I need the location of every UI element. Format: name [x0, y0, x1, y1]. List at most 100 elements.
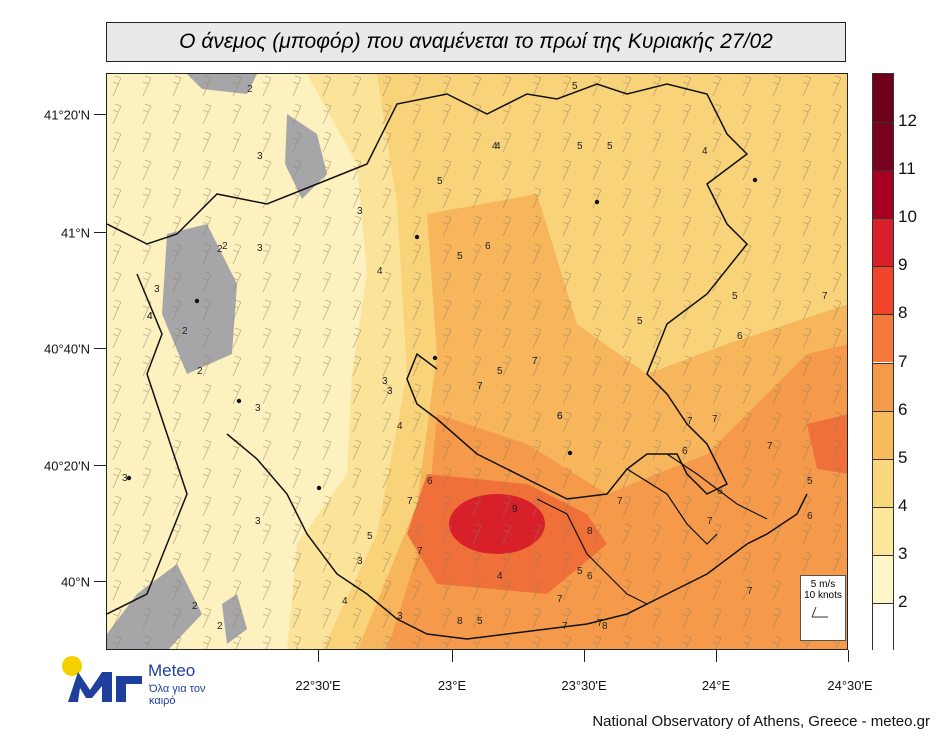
- contour-label: 3: [382, 376, 388, 387]
- lat-tick: [94, 465, 106, 466]
- city-dot: [567, 450, 573, 456]
- contour-label: 7: [477, 381, 483, 392]
- contour-label: 7: [747, 586, 753, 597]
- contour-label: 5: [637, 316, 643, 327]
- legend-barb-icon: [811, 606, 828, 618]
- contour-label: 4: [147, 311, 153, 322]
- coastline-peninsula-3: [666, 453, 768, 520]
- contour-label: 5: [457, 251, 463, 262]
- colorbar-segment: [873, 74, 893, 123]
- contour-label: 6: [557, 411, 563, 422]
- logo-name: Meteo: [148, 661, 196, 680]
- colorbar-label: 6: [898, 399, 908, 419]
- colorbar-segment: [873, 266, 893, 315]
- city-dot: [414, 234, 420, 240]
- lat-tick: [94, 348, 106, 349]
- contour-label: 3: [357, 556, 363, 567]
- wind-scale-legend: 5 m/s 10 knots: [800, 575, 846, 641]
- contour-label: 2: [192, 601, 198, 612]
- lat-tick: [94, 114, 106, 115]
- contour-label: 7: [407, 496, 413, 507]
- city-dot: [236, 398, 242, 404]
- colorbar-label: 3: [898, 543, 908, 563]
- contour-label: 6: [717, 486, 723, 497]
- colorbar-label: 2: [898, 591, 908, 611]
- contour-label: 6: [682, 446, 688, 457]
- border-line-north: [107, 83, 749, 500]
- contour-label: 7: [417, 546, 423, 557]
- contour-label: 4: [147, 311, 153, 322]
- colorbar-segment: [873, 218, 893, 267]
- border-line-west: [107, 273, 188, 615]
- contour-label: 3: [357, 206, 363, 217]
- map-title: Ο άνεμος (μποφόρ) που αναμένεται το πρωί…: [106, 22, 846, 62]
- contour-label: 3: [122, 473, 128, 484]
- contour-label: 6: [557, 411, 563, 422]
- logo-tagline: Όλα για τον καιρό: [149, 683, 206, 707]
- contour-label: 6: [427, 476, 433, 487]
- contour-label: 2: [197, 366, 203, 377]
- contour-label: 2: [222, 241, 228, 252]
- contour-label: 6: [485, 241, 491, 252]
- colorbar-label: 11: [898, 159, 916, 179]
- lon-tick: [452, 650, 453, 662]
- contour-label: 4: [377, 266, 383, 277]
- contour-label: 4: [397, 421, 403, 432]
- contour-label: 8: [587, 526, 593, 537]
- contour-label: 2: [217, 244, 223, 255]
- colorbar-segment: [873, 314, 893, 363]
- contour-label: 4: [497, 571, 503, 582]
- contour-label: 4: [492, 141, 498, 152]
- colorbar-label: 9: [898, 255, 908, 275]
- coastline-peninsula-2: [626, 468, 718, 545]
- contour-label: 6: [807, 511, 813, 522]
- lon-label: 24°E: [701, 678, 731, 693]
- lat-label: 40°20'N: [44, 458, 90, 474]
- colorbar-segment: [873, 410, 893, 459]
- coastline-peninsula-1: [536, 498, 648, 605]
- city-dot: [752, 177, 758, 183]
- contour-label: 7: [562, 621, 568, 632]
- meteo-logo: [62, 656, 142, 702]
- contour-label: 4: [342, 596, 348, 607]
- lat-tick: [94, 232, 106, 233]
- contour-label: 5: [437, 176, 443, 187]
- contour-label: 8: [457, 616, 463, 627]
- coastline-south: [226, 433, 808, 640]
- legend-speed: 5 m/s: [810, 579, 836, 590]
- contour-label: 5: [607, 141, 613, 152]
- contour-label: 7: [532, 356, 538, 367]
- legend-knots: 10 knots: [804, 590, 842, 601]
- lat-label: 41°N: [60, 225, 90, 241]
- contour-label: 4: [702, 146, 708, 157]
- contour-label: 7: [767, 441, 773, 452]
- city-dot: [594, 199, 600, 205]
- city-dot: [194, 298, 200, 304]
- contour-label: 5: [367, 531, 373, 542]
- lon-label: 22°30'E: [295, 678, 341, 693]
- colorbar: [872, 73, 894, 651]
- contour-label: 5: [572, 81, 578, 92]
- contour-label: 5: [577, 566, 583, 577]
- lon-tick: [848, 650, 849, 662]
- lon-tick: [716, 650, 717, 662]
- wind-barbs: [107, 74, 847, 649]
- contour-label: 7: [712, 414, 718, 425]
- contour-label: 5: [732, 291, 738, 302]
- contour-label: 7: [557, 594, 563, 605]
- contour-label: 7: [822, 291, 828, 302]
- contour-label: 3: [154, 284, 160, 295]
- contour-label: 2: [182, 326, 188, 337]
- contour-label: 3: [387, 386, 393, 397]
- lat-label: 41°20'N: [44, 107, 90, 123]
- colorbar-segment: [873, 602, 893, 651]
- contour-label: 3: [255, 403, 261, 414]
- lat-tick: [94, 581, 106, 582]
- contour-label: 3: [257, 151, 263, 162]
- colorbar-label: 8: [898, 303, 908, 323]
- contour-label: 7: [617, 496, 623, 507]
- contour-label: 7: [597, 618, 603, 629]
- city-dot: [126, 475, 132, 481]
- contour-label: 2: [247, 84, 253, 95]
